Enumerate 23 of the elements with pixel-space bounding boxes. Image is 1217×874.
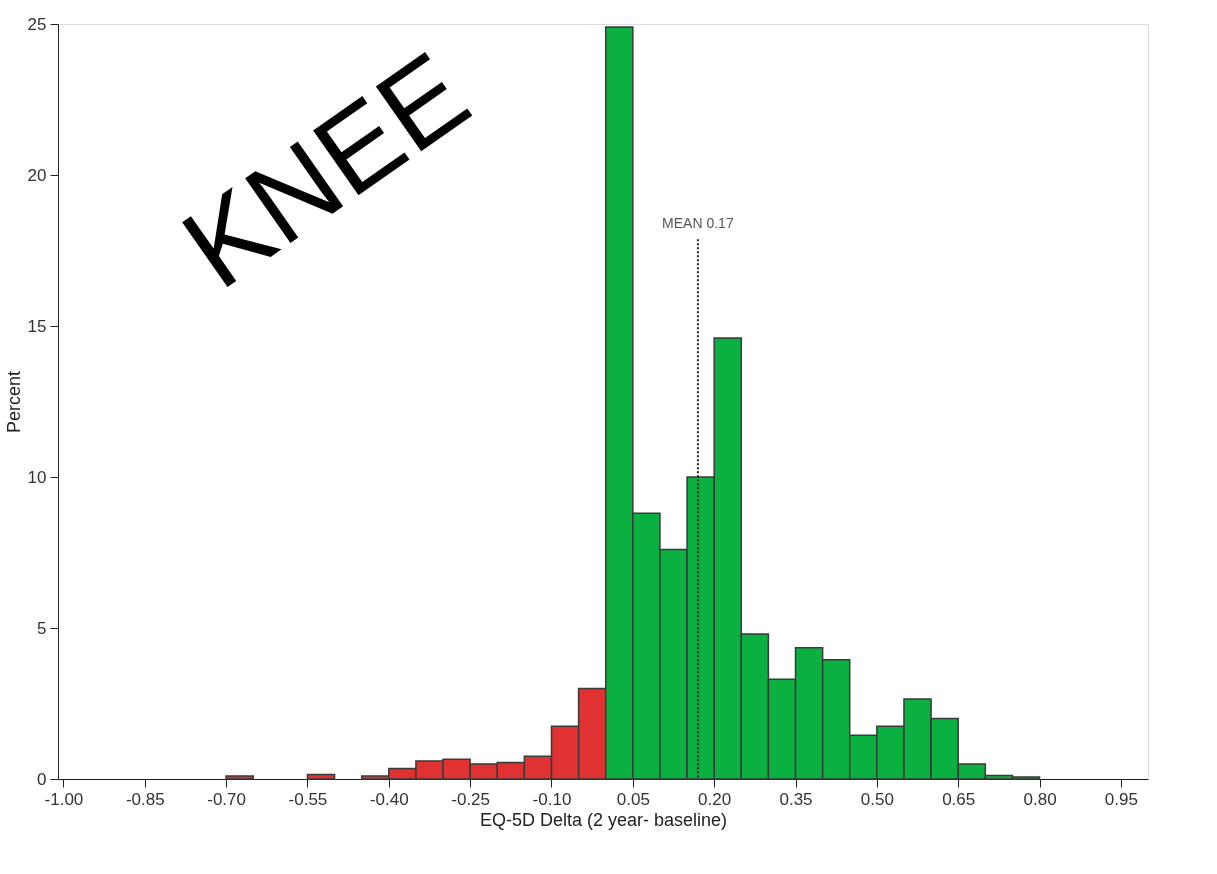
x-axis-title: EQ-5D Delta (2 year- baseline) xyxy=(479,809,728,830)
x-tick-label: -0.70 xyxy=(207,789,246,809)
x-tick-label: 0.80 xyxy=(1023,789,1057,809)
y-axis-title: Percent xyxy=(3,370,24,434)
y-tick-label: 0 xyxy=(37,769,47,789)
x-tick-label: -1.00 xyxy=(44,789,84,809)
x-tick-label: 0.20 xyxy=(698,789,732,809)
ref-line-label: MEAN 0.17 xyxy=(662,215,734,232)
x-tick-label: 0.65 xyxy=(942,789,976,809)
y-tick-label: 15 xyxy=(27,316,47,336)
x-tick-label: 0.05 xyxy=(616,789,650,809)
x-tick-label: -0.40 xyxy=(369,789,409,809)
x-tick-label: 0.50 xyxy=(860,789,894,809)
y-tick-label: 10 xyxy=(27,467,47,487)
x-tick-label: -0.55 xyxy=(288,789,328,809)
x-tick-label: 0.35 xyxy=(779,789,813,809)
x-tick-label: -0.85 xyxy=(125,789,165,809)
x-tick-label: 0.95 xyxy=(1104,789,1138,809)
x-tick-label: -0.10 xyxy=(532,789,572,809)
x-tick-label: -0.25 xyxy=(451,789,491,809)
y-tick-label: 5 xyxy=(37,618,47,638)
y-tick-label: 20 xyxy=(27,165,47,185)
y-tick-label: 25 xyxy=(27,14,47,34)
